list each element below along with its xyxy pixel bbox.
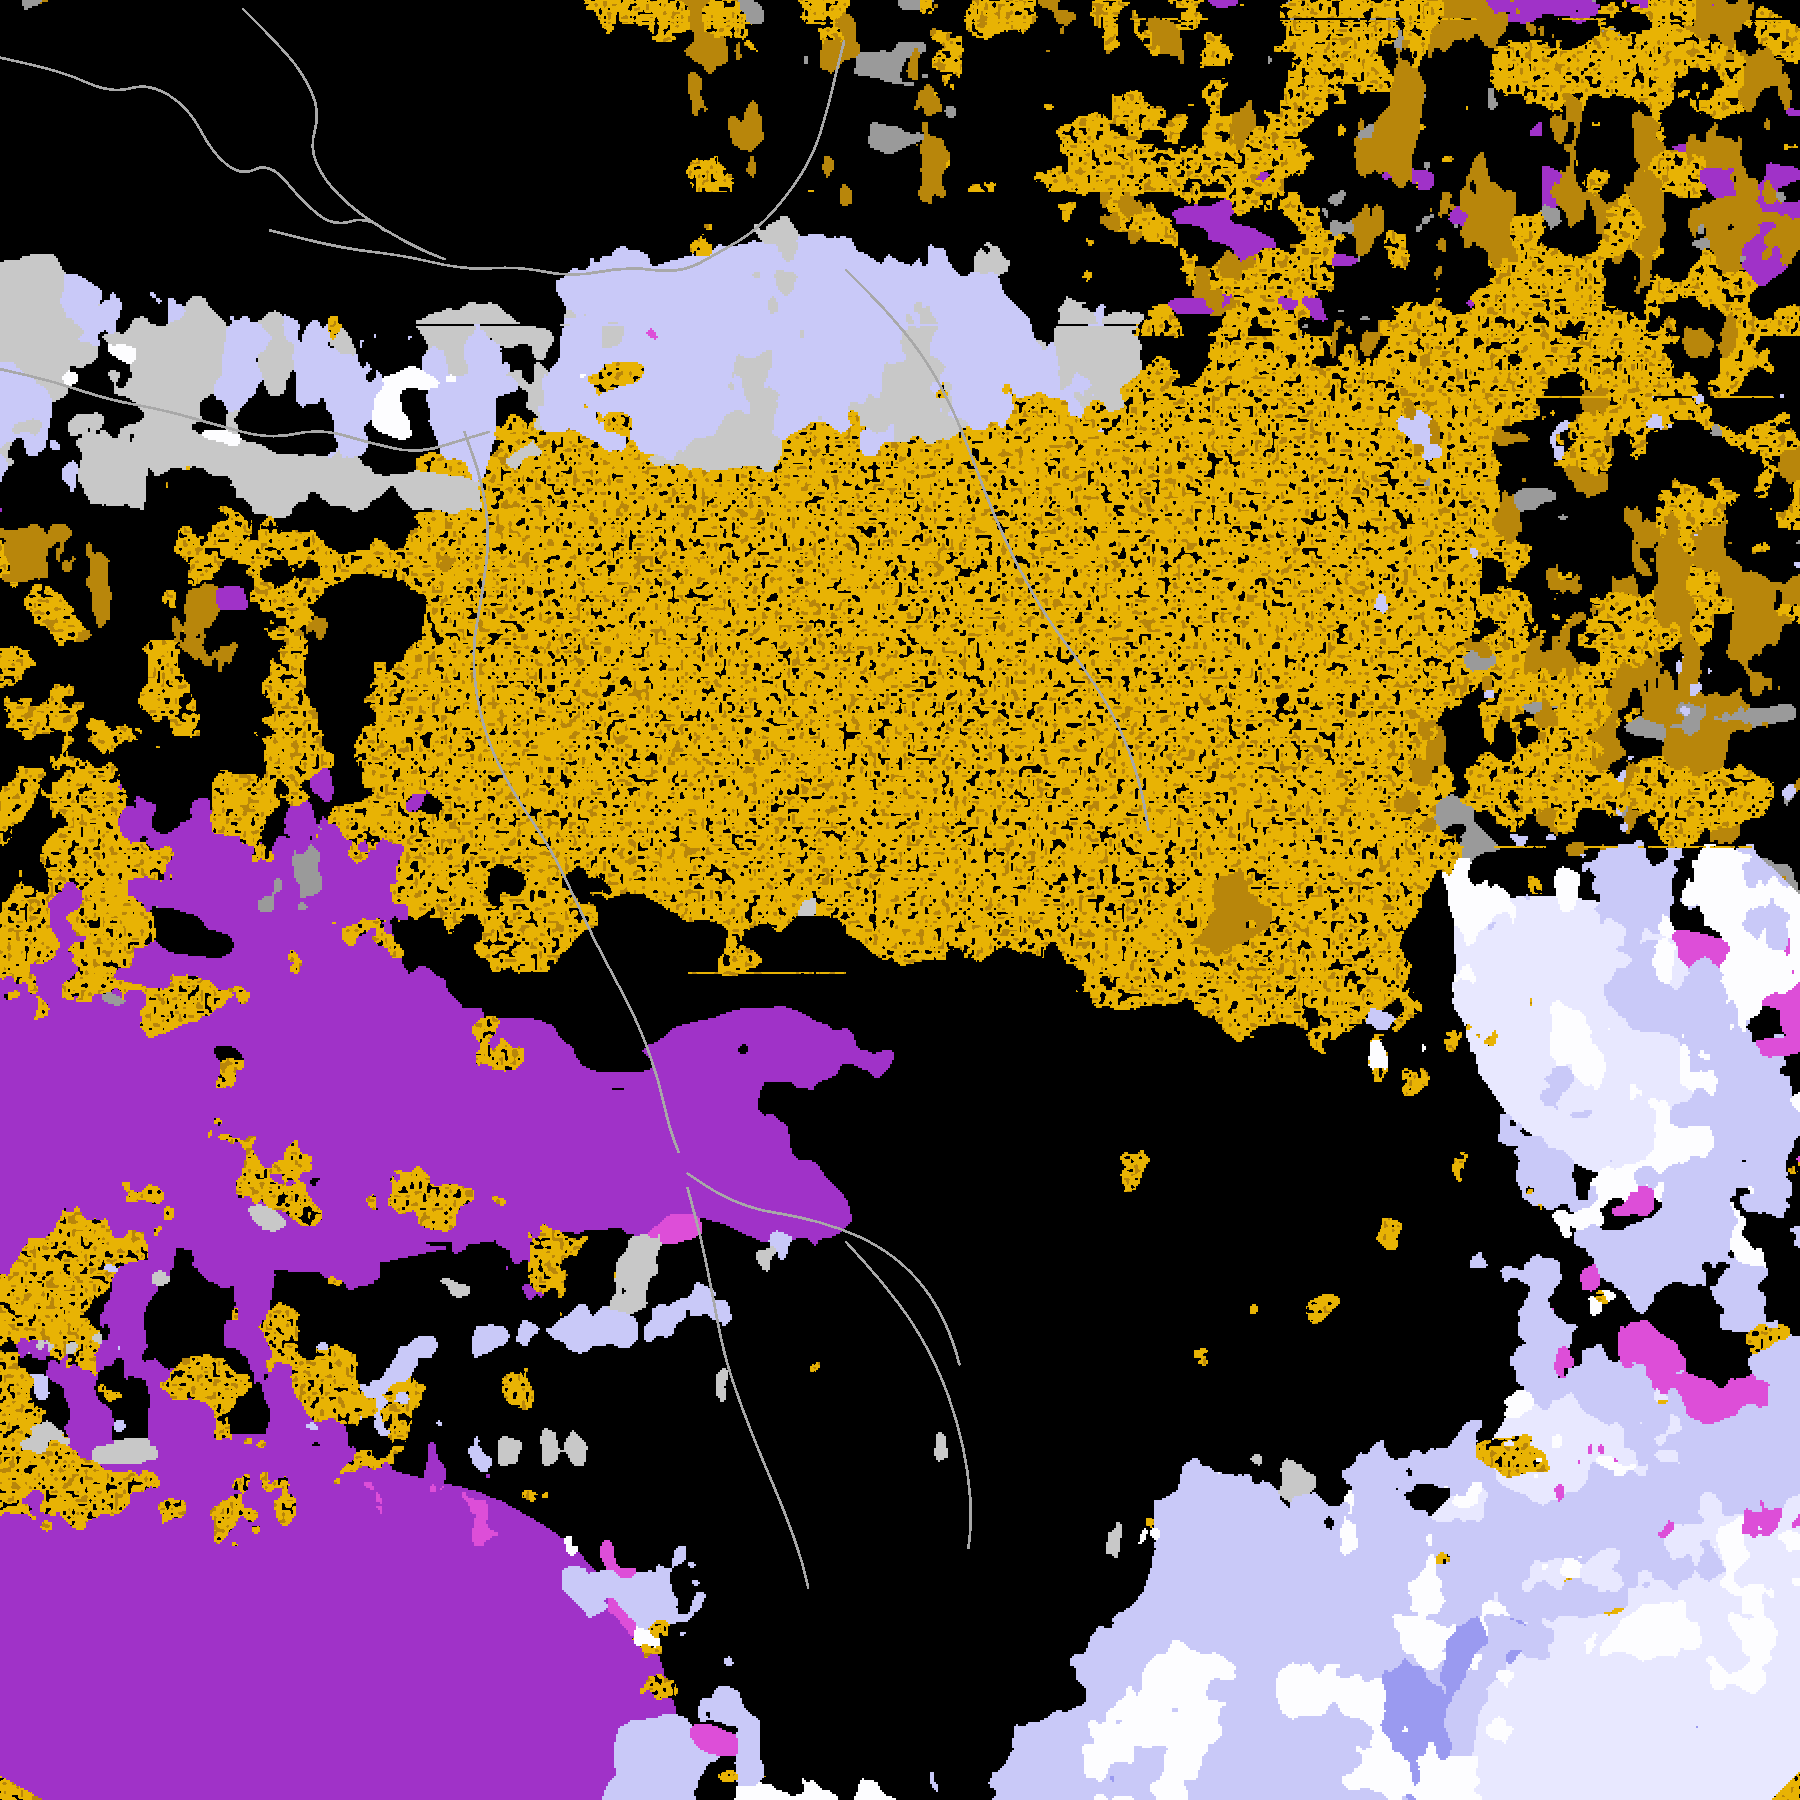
false-color-satellite-raster — [0, 0, 1800, 1800]
satellite-image-viewport: Day Cloud Phase Distinction RGB — North … — [0, 0, 1800, 1800]
